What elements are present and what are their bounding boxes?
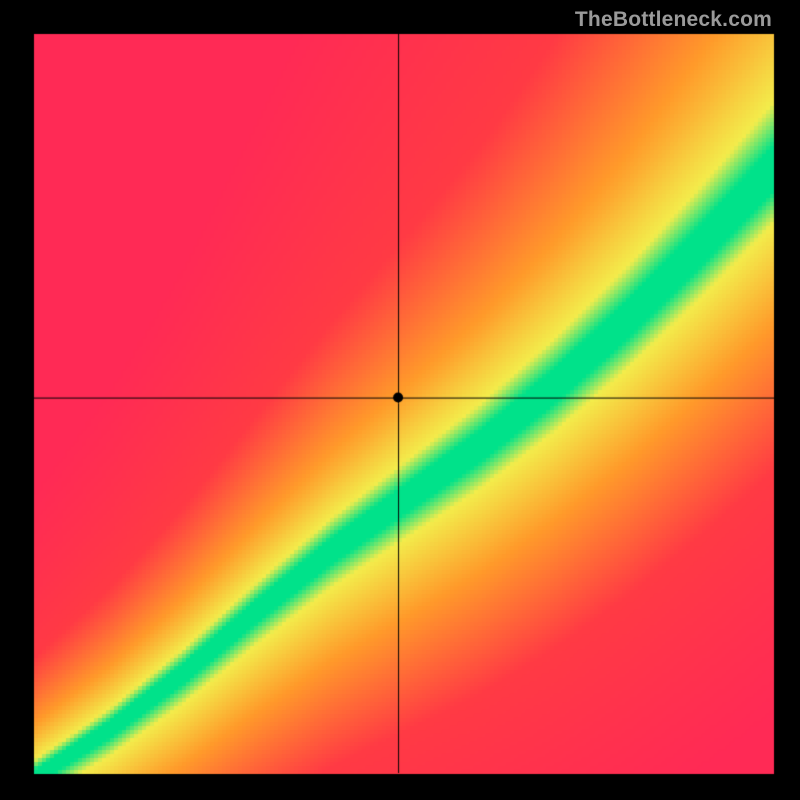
- watermark: TheBottleneck.com: [575, 8, 772, 32]
- bottleneck-heatmap: [0, 0, 800, 800]
